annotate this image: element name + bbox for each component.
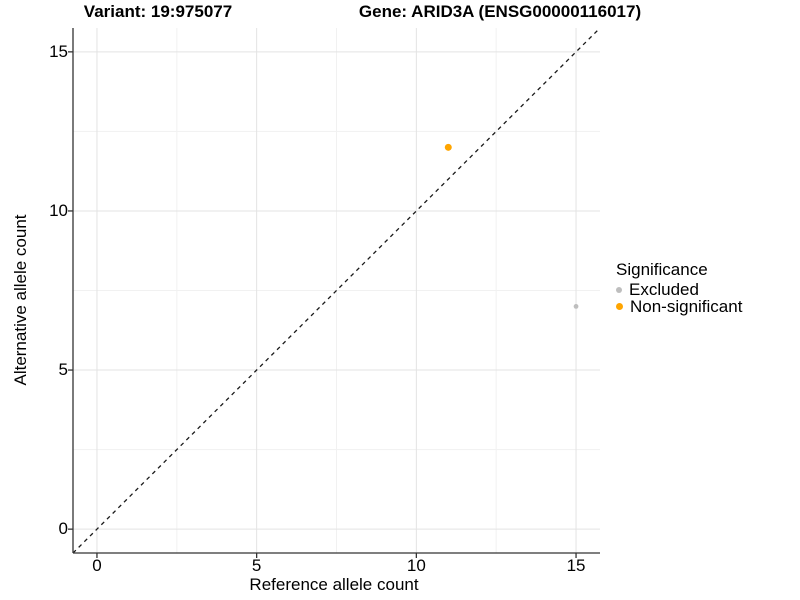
x-tick-label: 5 [251,556,262,575]
legend-entry-label: Non-significant [630,296,743,316]
legend-entry: Non-significant [616,296,743,316]
x-tick-label: 15 [566,556,586,575]
x-tick-label: 10 [406,556,426,575]
gene-title: Gene: ARID3A (ENSG00000116017) [358,2,642,21]
legend-dot-icon [616,286,622,293]
identity-line [72,27,601,554]
data-point-excluded [573,304,579,309]
y-tick-label: 5 [58,360,68,380]
y-tick-label: 10 [49,200,68,220]
legend-dot-icon [616,303,623,310]
x-tick-label: 0 [92,556,102,575]
legend: Significance Excluded Non-significant [616,260,743,316]
y-tick-label: 0 [58,519,68,539]
legend-title: Significance [616,260,708,279]
x-axis-title: Reference allele count [249,575,419,594]
legend-entry: Excluded [616,279,742,299]
legend-entries: Excluded Non-significant [616,279,743,316]
y-tick-label: 15 [49,41,68,61]
legend-entry-label: Excluded [629,279,699,299]
data-point-non-significant [444,143,452,151]
variant-title: Variant: 19:975077 [83,2,233,21]
